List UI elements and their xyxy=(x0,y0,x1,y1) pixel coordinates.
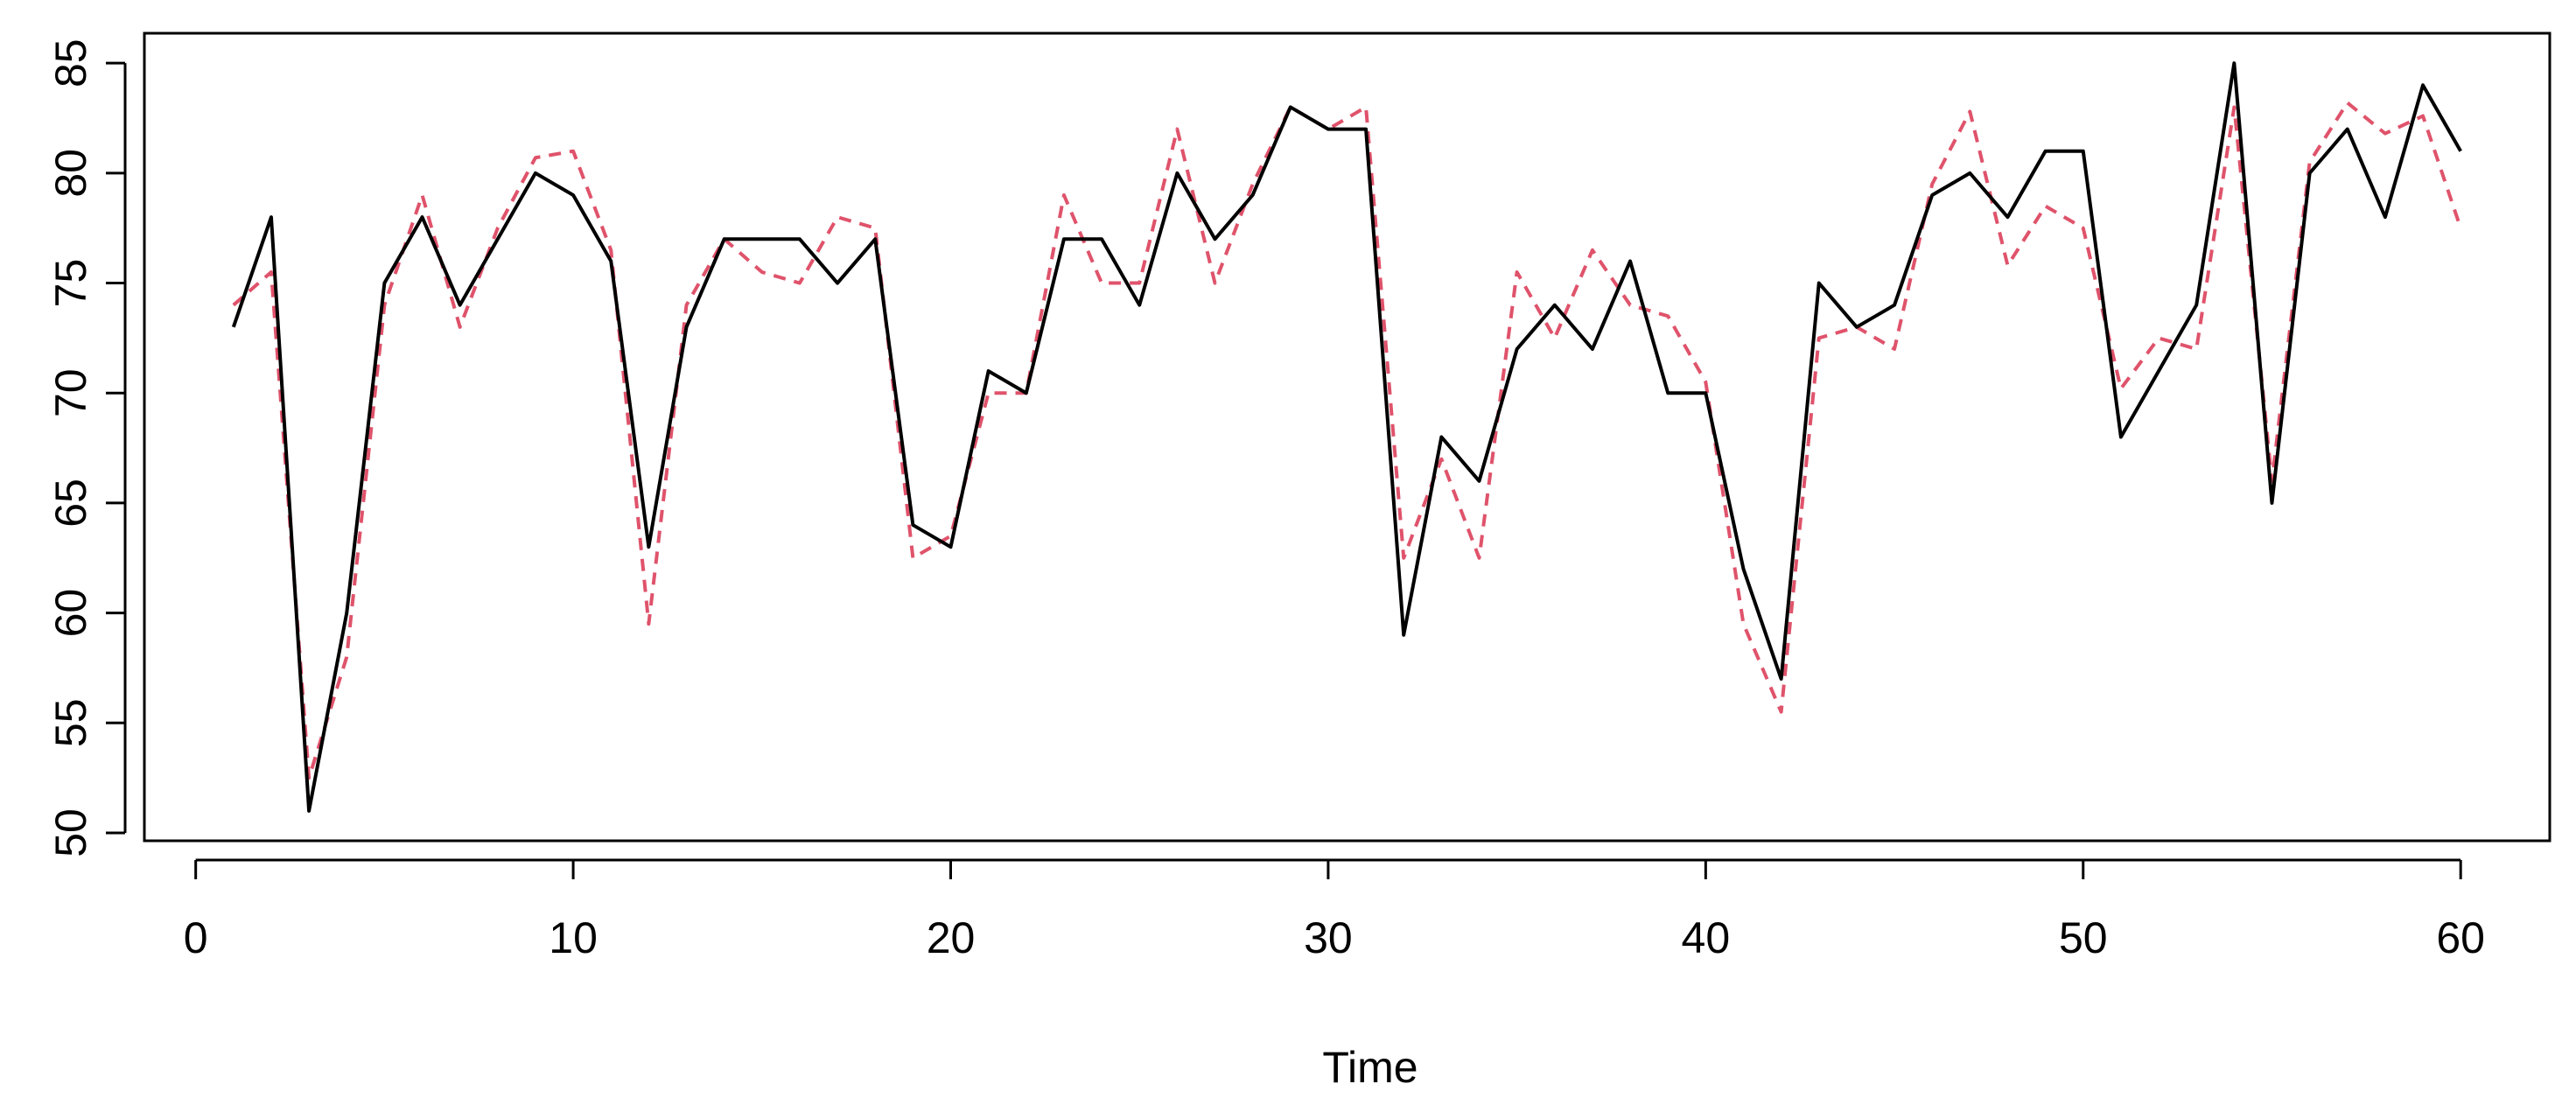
x-tick-label: 20 xyxy=(927,913,976,962)
y-tick-label: 85 xyxy=(46,38,95,87)
x-tick-label: 10 xyxy=(549,913,598,962)
y-tick-label: 50 xyxy=(46,808,95,857)
plot-frame xyxy=(143,31,2552,843)
x-tick-label: 40 xyxy=(1682,913,1731,962)
x-tick-label: 30 xyxy=(1304,913,1353,962)
y-tick-label: 75 xyxy=(46,259,95,308)
y-tick-label: 65 xyxy=(46,479,95,528)
series-line xyxy=(232,101,2463,780)
y-tick-label: 60 xyxy=(46,589,95,638)
series-line xyxy=(231,61,2462,813)
y-tick-label: 55 xyxy=(46,698,95,747)
x-axis-label: Time xyxy=(1322,1043,1418,1092)
y-tick-label: 80 xyxy=(46,149,95,198)
x-tick-label: 60 xyxy=(2436,913,2485,962)
x-tick-label: 0 xyxy=(184,913,208,962)
y-tick-label: 70 xyxy=(46,368,95,417)
x-tick-label: 50 xyxy=(2059,913,2108,962)
